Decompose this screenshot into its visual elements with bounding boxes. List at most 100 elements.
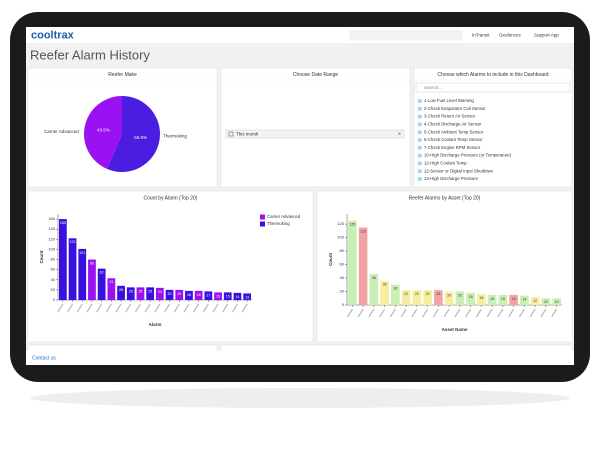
nav-link[interactable]: Geofences: [499, 33, 522, 38]
bar-value-label: 46: [372, 276, 376, 280]
bar: [126, 287, 135, 300]
bar: [401, 290, 411, 305]
alarm-option: 2-Check Evaporator Coil Sensor: [424, 106, 486, 111]
x-category-stub: [518, 308, 525, 318]
x-category-stub: [475, 308, 482, 318]
bar-value-label: 24: [158, 290, 162, 294]
checkbox[interactable]: [418, 122, 422, 127]
search-box[interactable]: [349, 30, 463, 41]
checkbox[interactable]: [418, 138, 422, 142]
bar: [434, 290, 443, 305]
shadow: [30, 388, 570, 408]
bar: [185, 290, 193, 300]
bar-value-label: 25: [148, 289, 152, 293]
x-category-stub: [411, 308, 418, 318]
bar: [423, 290, 432, 305]
x-category-stub: [432, 308, 439, 318]
y-tick-label: 20: [340, 289, 345, 294]
search-placeholder: Search...: [424, 85, 442, 90]
page-title: Reefer Alarm History: [30, 47, 150, 62]
x-category-stub: [454, 308, 461, 318]
bar: [233, 292, 242, 300]
x-category-stub: [346, 308, 353, 318]
x-category-stub: [389, 308, 396, 318]
alarm-option: 1-Low Fuel Level Warning: [424, 98, 474, 103]
bar: [165, 289, 174, 300]
checkbox[interactable]: [418, 130, 422, 134]
bar-value-label: 20: [177, 292, 181, 296]
checkbox[interactable]: [418, 107, 422, 111]
pie-value-label: 56.5%: [134, 135, 147, 140]
bar-value-label: 15: [501, 297, 505, 301]
x-category-stub: [212, 303, 219, 313]
y-tick-label: 120: [337, 221, 344, 226]
x-category-stub: [551, 308, 558, 318]
y-tick-label: 100: [337, 235, 344, 240]
bar-value-label: 14: [235, 295, 239, 299]
x-category-stub: [379, 308, 386, 318]
x-category-stub: [144, 303, 151, 313]
alarm-option: 12-Sensor or Digital Input Shutdown: [424, 168, 494, 173]
pie-value-label: 43.5%: [97, 127, 110, 132]
date-value: This month: [236, 131, 259, 136]
bar: [348, 220, 357, 305]
checkbox[interactable]: [418, 153, 422, 158]
bar-value-label: 15: [490, 297, 494, 301]
y-tick-label: 40: [51, 277, 56, 282]
alarm-option: 12-High Coolant Temp: [424, 161, 467, 166]
pie-slice: [106, 96, 160, 172]
y-tick-label: 40: [340, 275, 345, 280]
bar: [155, 287, 164, 300]
x-category-stub: [497, 308, 504, 318]
x-category-stub: [508, 308, 515, 318]
bar: [223, 292, 232, 300]
panel-title: Count by Alarm (Top 20): [144, 195, 198, 201]
x-category-stub: [529, 308, 536, 318]
y-tick-label: 120: [48, 236, 55, 241]
panel: [220, 67, 411, 188]
checkbox[interactable]: [418, 161, 422, 166]
bar: [58, 219, 67, 300]
calendar-icon: [228, 131, 234, 137]
x-category-stub: [422, 308, 429, 318]
nav-link[interactable]: InTransit: [472, 33, 490, 38]
checkbox[interactable]: [418, 114, 422, 119]
bar-value-label: 13: [245, 295, 249, 299]
bar-value-label: 10: [555, 300, 559, 304]
checkbox[interactable]: [418, 169, 422, 173]
x-category-stub: [231, 303, 238, 313]
x-category-stub: [357, 308, 364, 318]
x-category-stub: [115, 303, 122, 313]
bar-value-label: 20: [447, 293, 451, 297]
logo[interactable]: cooltrax: [31, 29, 75, 41]
bar-value-label: 25: [138, 289, 142, 293]
footer-link[interactable]: Contact us: [32, 355, 56, 361]
bar: [117, 285, 125, 300]
bar: [107, 278, 116, 300]
x-category-stub: [154, 303, 161, 313]
bar-value-label: 22: [426, 292, 430, 296]
bar: [214, 292, 222, 300]
y-tick-label: 160: [48, 216, 55, 221]
bar: [487, 294, 497, 305]
checkbox[interactable]: [418, 146, 422, 150]
x-category-stub: [76, 303, 83, 313]
legend-swatch: [260, 214, 265, 220]
bar-value-label: 15: [226, 294, 230, 298]
bar-value-label: 18: [187, 293, 191, 297]
x-category-stub: [202, 303, 209, 313]
y-tick-label: 80: [51, 257, 56, 262]
x-category-stub: [67, 303, 74, 313]
x-category-stub: [241, 303, 248, 313]
date-input[interactable]: [225, 129, 405, 139]
bar: [477, 294, 486, 305]
alarm-option: 4-Check Discharge Air Sensor: [424, 122, 482, 127]
clear-icon[interactable]: ×: [398, 132, 401, 138]
panel-title: Choose which Alarms to include in this D…: [437, 72, 548, 78]
alarm-search[interactable]: [415, 82, 571, 93]
checkbox[interactable]: [418, 99, 422, 103]
checkbox[interactable]: [418, 177, 422, 181]
nav-link[interactable]: Support App: [534, 33, 559, 38]
x-category-stub: [222, 303, 229, 313]
x-category-stub: [400, 308, 407, 318]
